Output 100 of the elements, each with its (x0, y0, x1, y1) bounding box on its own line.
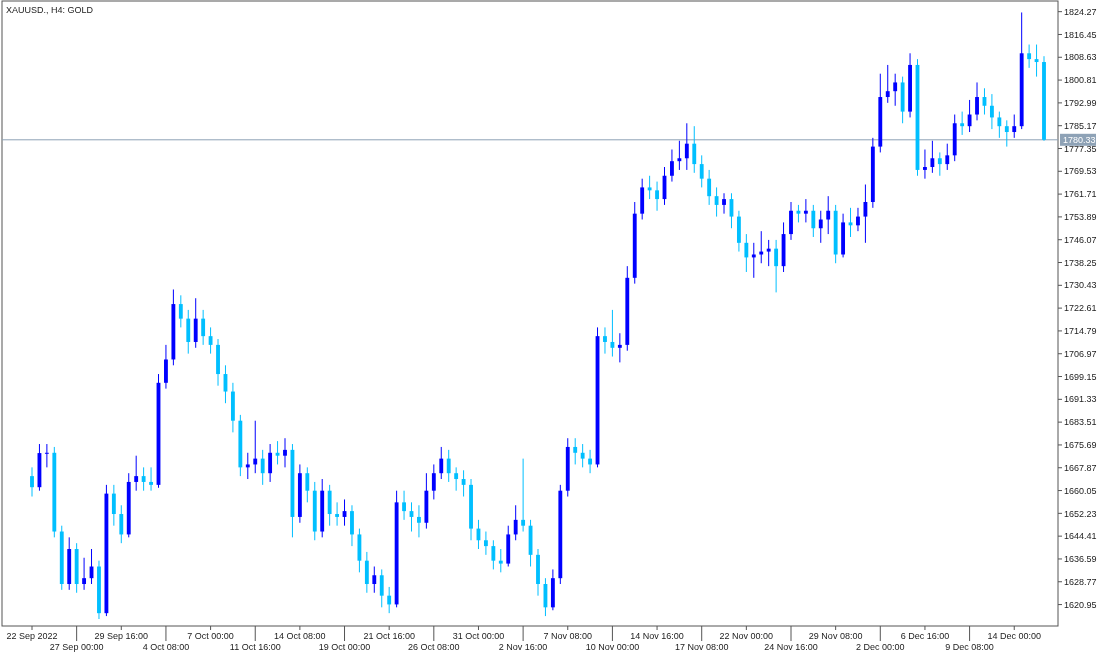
candlestick (283, 437, 287, 468)
y-tick-label: 1738.25 (1064, 257, 1097, 268)
candlestick (684, 122, 689, 171)
y-tick-label: 1683.51 (1064, 417, 1097, 428)
candlestick (30, 466, 34, 498)
candlestick (923, 149, 927, 180)
x-tick-label: 21 Oct 16:00 (363, 631, 415, 641)
x-tick-label: 29 Sep 16:00 (94, 631, 149, 641)
candlestick (186, 309, 191, 355)
candlestick (930, 140, 935, 174)
y-tick-label: 1706.97 (1064, 348, 1097, 359)
candlestick (387, 586, 392, 614)
candlestick (960, 111, 965, 136)
x-tick-label: 7 Nov 08:00 (543, 631, 593, 641)
candlestick (491, 539, 496, 570)
candlestick (350, 504, 354, 547)
candlestick (937, 151, 942, 177)
y-tick-label: 1824.27 (1064, 6, 1097, 17)
x-tick-label: 31 Oct 00:00 (452, 631, 505, 641)
candlestick (863, 184, 868, 244)
candlestick (751, 242, 756, 279)
candlestick (521, 458, 526, 533)
candlestick (803, 198, 808, 223)
candlestick (498, 548, 503, 573)
y-tick-label: 1660.05 (1064, 485, 1097, 496)
ref-line-label: 1780.33 (1063, 134, 1096, 145)
candlestick (111, 484, 116, 527)
candlestick (580, 443, 585, 468)
x-tick-label: 2 Nov 16:00 (498, 642, 548, 652)
candlestick (513, 504, 518, 541)
candlestick (268, 443, 273, 483)
candlestick (818, 210, 823, 244)
x-tick-label: 22 Nov 00:00 (719, 631, 774, 641)
y-tick-label: 1636.59 (1064, 554, 1097, 565)
y-tick-label: 1675.69 (1064, 440, 1097, 451)
candlestick (305, 466, 310, 503)
candlestick (1027, 44, 1032, 69)
candlestick (744, 233, 749, 273)
candlestick (327, 484, 332, 527)
candlestick (1012, 114, 1017, 139)
candlestick (603, 326, 607, 355)
candlestick (647, 175, 652, 200)
y-tick-label: 1714.79 (1064, 326, 1097, 337)
candlestick (82, 557, 87, 591)
x-tick-label: 14 Nov 16:00 (630, 631, 684, 641)
candlestick (402, 490, 406, 521)
candlestick (856, 207, 860, 232)
candlestick (692, 125, 697, 174)
candlestick (178, 294, 183, 328)
candlestick (789, 201, 793, 241)
candlestick (119, 504, 124, 544)
candlestick (372, 566, 377, 594)
y-tick-label: 1746.07 (1064, 234, 1097, 245)
y-tick-label: 1816.45 (1064, 29, 1097, 40)
y-tick-label: 1699.15 (1064, 371, 1097, 382)
candlestick (707, 169, 712, 206)
candlestick (1004, 119, 1009, 148)
candlestick (201, 309, 206, 346)
y-tick-label: 1691.33 (1064, 394, 1097, 405)
candlestick (193, 297, 198, 349)
candlestick (811, 204, 816, 238)
x-tick-label: 14 Dec 00:00 (987, 631, 1042, 641)
y-tick-label: 1761.71 (1064, 189, 1097, 200)
candlestick (364, 551, 369, 594)
candlestick (44, 443, 49, 468)
candlestick (417, 504, 421, 538)
candlestick (461, 469, 466, 498)
candlestick (677, 140, 682, 171)
candlestick (141, 466, 146, 492)
candlestick (655, 181, 659, 212)
x-tick-label: 7 Oct 00:00 (187, 631, 234, 641)
candlestick (975, 81, 979, 121)
x-tick-label: 9 Dec 08:00 (945, 642, 994, 652)
x-tick-label: 17 Nov 08:00 (674, 642, 729, 652)
candlestick (989, 93, 994, 130)
candlestick (431, 463, 436, 500)
candlestick (617, 332, 622, 363)
candlestick (245, 452, 250, 480)
candlestick (253, 420, 258, 474)
candlestick (208, 326, 213, 355)
candlestick (714, 186, 719, 218)
candlestick (826, 195, 831, 235)
candlestick (573, 437, 578, 465)
x-tick-label: 10 Nov 00:00 (585, 642, 640, 652)
y-tick-label: 1769.53 (1064, 166, 1097, 177)
x-tick-label: 24 Nov 16:00 (764, 642, 818, 652)
candlestick (766, 239, 771, 267)
candlestick (335, 501, 340, 527)
y-tick-label: 1667.87 (1064, 462, 1097, 473)
x-tick-label: 14 Oct 08:00 (274, 631, 326, 641)
candlestick (670, 149, 674, 183)
y-tick-label: 1628.77 (1064, 576, 1097, 587)
x-tick-label: 11 Oct 16:00 (229, 642, 281, 652)
candlestick (967, 99, 972, 133)
candlestick (446, 449, 451, 483)
candlestick (610, 309, 615, 358)
x-tick-label: 19 Oct 00:00 (318, 642, 371, 652)
y-tick-label: 1785.17 (1064, 120, 1097, 131)
candlestick (454, 466, 459, 492)
candlestick (483, 531, 488, 556)
